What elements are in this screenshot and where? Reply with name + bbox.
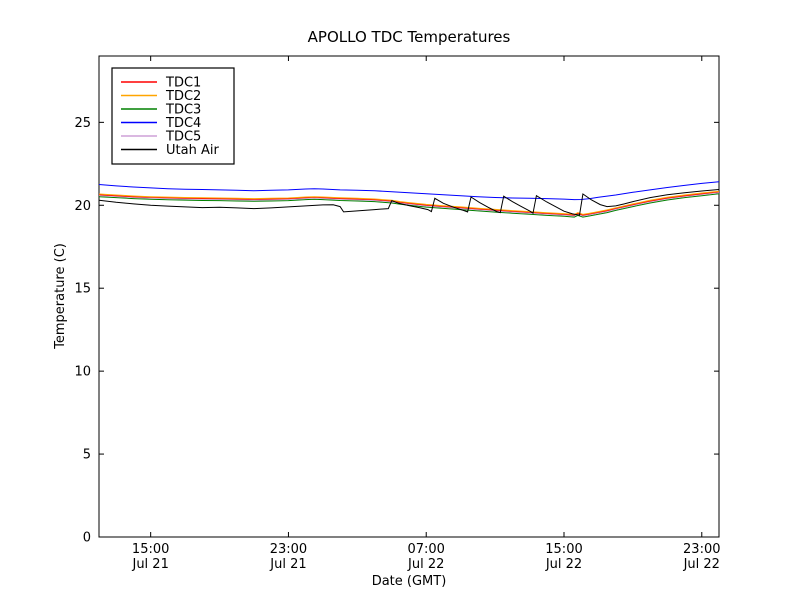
x-tick-time: 15:00 [545, 542, 582, 557]
x-axis-label: Date (GMT) [372, 574, 447, 589]
x-tick-time: 23:00 [683, 542, 720, 557]
x-tick-date: Jul 22 [683, 557, 720, 572]
y-tick-label: 5 [83, 448, 91, 463]
x-tick-time: 07:00 [407, 542, 444, 557]
series-line-utah-air [98, 189, 720, 216]
y-tick-label: 20 [74, 199, 91, 214]
x-tick-date: Jul 21 [131, 557, 168, 572]
y-axis-label: Temperature (C) [53, 243, 68, 350]
y-tick-label: 25 [74, 116, 91, 131]
chart-title: APOLLO TDC Temperatures [308, 28, 511, 46]
data-series [98, 181, 720, 218]
legend-box [111, 67, 235, 165]
series-line-tdc4 [98, 181, 720, 201]
legend-label-tdc1: TDC1 [165, 76, 201, 91]
x-tick-time: 15:00 [132, 542, 169, 557]
x-tick-date: Jul 22 [407, 557, 444, 572]
legend-label-tdc3: TDC3 [165, 103, 201, 118]
legend-label-utah-air: Utah Air [166, 143, 219, 158]
series-line-tdc2 [98, 190, 720, 215]
legend-label-tdc5: TDC5 [165, 130, 201, 145]
series-line-tdc5 [98, 192, 720, 217]
y-tick-label: 0 [83, 531, 91, 546]
x-tick-time: 23:00 [270, 542, 307, 557]
y-tick-label: 15 [74, 282, 91, 297]
series-line-tdc1 [98, 191, 720, 216]
x-tick-date: Jul 22 [545, 557, 582, 572]
series-line-tdc3 [98, 193, 720, 218]
plot-frame [98, 55, 720, 538]
legend-label-tdc4: TDC4 [165, 116, 201, 131]
x-tick-date: Jul 21 [269, 557, 306, 572]
y-tick-label: 10 [74, 365, 91, 380]
legend-label-tdc2: TDC2 [165, 89, 201, 104]
